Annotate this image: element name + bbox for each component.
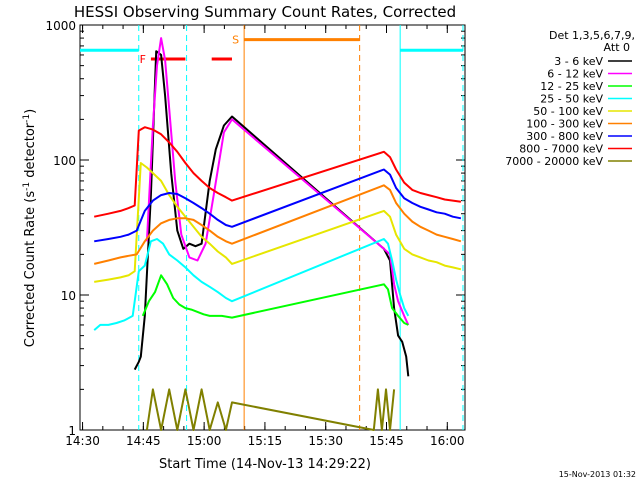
legend-entry: 100 - 300 keV <box>526 118 603 131</box>
legend-entry: 12 - 25 keV <box>540 80 603 93</box>
legend-entry: 7000 - 20000 keV <box>505 155 603 168</box>
legend-header: Det 1,3,5,6,7,9, <box>549 29 635 42</box>
legend-entry: 6 - 12 keV <box>547 68 603 81</box>
series-line <box>141 274 409 326</box>
legend-entry: 50 - 100 keV <box>533 105 603 118</box>
y-tick-label: 1000 <box>45 19 76 33</box>
legend-header-att: Att 0 <box>604 41 630 54</box>
y-tick-label: 1 <box>68 424 76 438</box>
x-tick-label: 15:45 <box>369 434 404 448</box>
series-line <box>145 388 396 431</box>
x-tick-label: 15:00 <box>187 434 222 448</box>
series-line <box>145 37 410 326</box>
plot-frame <box>79 24 466 431</box>
series-line <box>94 168 462 243</box>
x-tick-label: 15:30 <box>308 434 343 448</box>
legend-entry: 25 - 50 keV <box>540 93 603 106</box>
plot-area: 14:30 14:45 15:00 15:15 15:30 15:45 16:00 1 10 10… <box>45 19 466 448</box>
series-line <box>93 238 410 331</box>
series-line <box>93 184 462 265</box>
y-tick-label: 100 <box>53 154 76 168</box>
series-line <box>133 50 410 377</box>
legend-entry: 800 - 7000 keV <box>519 143 603 156</box>
x-tick-label: 14:30 <box>65 434 100 448</box>
x-tick-label: 16:00 <box>430 434 465 448</box>
x-tick-label: 15:15 <box>248 434 283 448</box>
y-axis-label: Corrected Count Rate (s-1 detector-1) <box>22 109 38 347</box>
series-line <box>94 162 462 283</box>
legend-entry: 3 - 6 keV <box>554 55 603 68</box>
saa-label: S <box>232 34 239 47</box>
y-tick-label: 10 <box>61 289 76 303</box>
footer-timestamp: 15-Nov-2013 01:32 <box>559 470 636 479</box>
x-tick-label: 14:45 <box>126 434 161 448</box>
series-line <box>93 126 462 218</box>
chart-title: HESSI Observing Summary Count Rates, Cor… <box>74 3 456 21</box>
flare-label: F <box>140 53 146 66</box>
legend-entry: 300 - 800 keV <box>526 130 603 143</box>
x-axis-label: Start Time (14-Nov-13 14:29:22) <box>159 457 371 472</box>
